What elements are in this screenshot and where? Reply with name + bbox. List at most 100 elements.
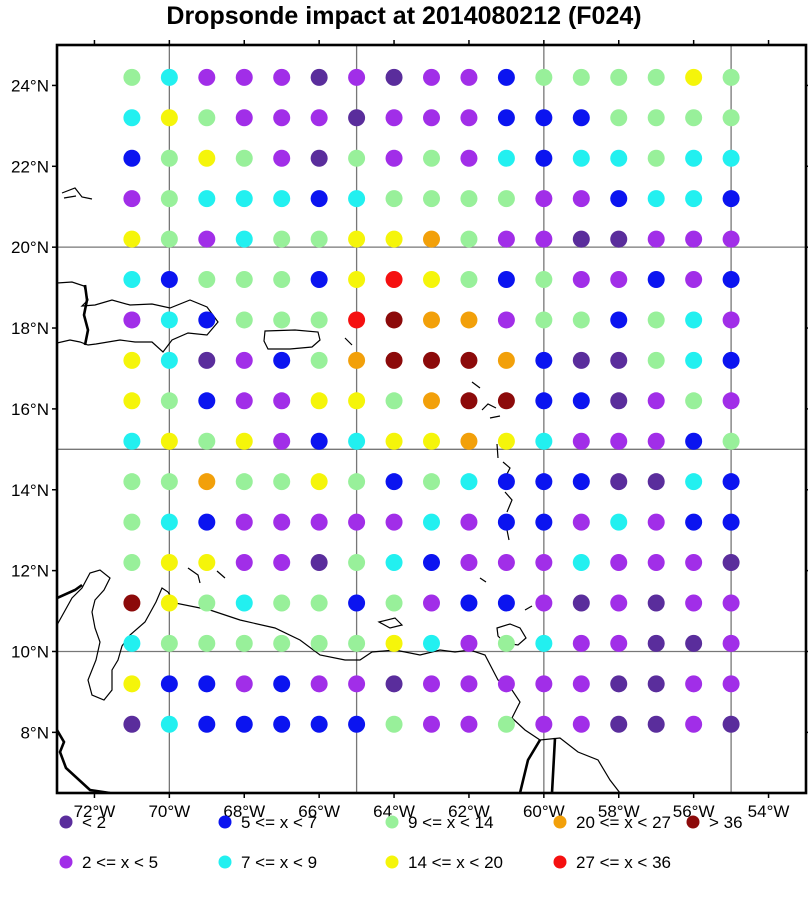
impact-dot	[123, 473, 141, 491]
impact-dot	[348, 594, 366, 612]
impact-dot	[423, 392, 440, 410]
impact-dot	[385, 149, 403, 167]
impact-dot	[610, 513, 628, 531]
impact-dot	[423, 473, 440, 491]
impact-dot	[198, 675, 216, 693]
impact-dot	[460, 715, 478, 733]
impact-dot	[497, 311, 515, 329]
impact-dot	[610, 554, 628, 572]
impact-dot	[198, 392, 216, 410]
impact-dot	[722, 634, 740, 652]
impact-dot	[198, 311, 216, 329]
impact-dot	[273, 513, 291, 531]
impact-dot	[348, 351, 366, 369]
impact-dot	[273, 473, 291, 491]
impact-dot	[722, 715, 740, 733]
impact-dot	[310, 230, 328, 248]
impact-dot	[123, 392, 141, 410]
impact-dot	[423, 68, 440, 86]
impact-dot	[123, 634, 141, 652]
impact-dot	[647, 351, 665, 369]
impact-dot	[647, 675, 665, 693]
lat-tick-label: 14°N	[11, 481, 49, 500]
impact-dot	[235, 715, 253, 733]
legend-label: 27 <= x < 36	[576, 853, 671, 872]
impact-dot	[235, 109, 253, 127]
impact-dot	[685, 594, 703, 612]
impact-dot	[160, 68, 178, 86]
impact-dot	[348, 68, 366, 86]
bahamas-islands	[61, 187, 93, 200]
impact-dot	[198, 473, 216, 491]
legend-label: 20 <= x < 27	[576, 813, 671, 832]
impact-dot	[273, 230, 291, 248]
impact-dot	[685, 271, 703, 289]
impact-dot	[610, 190, 628, 208]
impact-dot	[235, 473, 253, 491]
impact-dot	[535, 513, 553, 531]
impact-dot	[198, 594, 216, 612]
impact-dot	[460, 473, 478, 491]
impact-dot	[460, 392, 478, 410]
impact-dot	[348, 432, 366, 450]
impact-dot	[572, 392, 590, 410]
impact-dot	[610, 230, 628, 248]
impact-dot	[460, 594, 478, 612]
impact-dot	[647, 513, 665, 531]
impact-dot	[722, 351, 740, 369]
impact-dot	[123, 230, 141, 248]
impact-dot	[385, 594, 403, 612]
impact-dot	[722, 68, 740, 86]
impact-dot	[423, 594, 440, 612]
impact-dot	[572, 675, 590, 693]
lat-tick-label: 20°N	[11, 238, 49, 257]
impact-dot	[722, 594, 740, 612]
impact-dot	[647, 230, 665, 248]
impact-dot	[572, 230, 590, 248]
impact-dot	[123, 715, 141, 733]
impact-dot	[460, 554, 478, 572]
impact-dot	[273, 271, 291, 289]
trinidad-coast	[496, 605, 533, 646]
impact-dot	[273, 149, 291, 167]
lon-tick-label: 66°W	[298, 802, 340, 821]
impact-dot	[610, 351, 628, 369]
impact-dot	[497, 351, 515, 369]
impact-dot	[572, 68, 590, 86]
lat-tick-label: 8°N	[20, 723, 49, 742]
impact-dot	[572, 715, 590, 733]
impact-dot	[123, 351, 141, 369]
impact-dot	[423, 149, 440, 167]
impact-dot	[385, 634, 403, 652]
impact-dot	[423, 715, 440, 733]
south-america-coast	[57, 569, 621, 793]
impact-dot	[160, 513, 178, 531]
impact-dot	[610, 432, 628, 450]
impact-dot	[123, 190, 141, 208]
impact-dot	[198, 68, 216, 86]
impact-dot	[610, 675, 628, 693]
impact-dot	[348, 109, 366, 127]
impact-dot	[385, 392, 403, 410]
impact-dot	[497, 675, 515, 693]
impact-dot	[685, 68, 703, 86]
impact-dot	[123, 675, 141, 693]
impact-dot	[385, 190, 403, 208]
impact-dot	[273, 594, 291, 612]
lon-tick-label: 72°W	[74, 802, 116, 821]
lesser-antilles	[471, 381, 513, 583]
impact-dot	[460, 311, 478, 329]
impact-dot	[273, 715, 291, 733]
impact-dot	[160, 594, 178, 612]
impact-dot	[160, 271, 178, 289]
impact-dot	[610, 149, 628, 167]
impact-dot	[685, 351, 703, 369]
impact-dot	[423, 513, 440, 531]
lon-tick-label: 56°W	[673, 802, 715, 821]
impact-dot	[722, 271, 740, 289]
impact-dot	[572, 473, 590, 491]
impact-dot	[685, 634, 703, 652]
impact-dot	[685, 432, 703, 450]
impact-dot	[235, 230, 253, 248]
impact-dot	[348, 554, 366, 572]
